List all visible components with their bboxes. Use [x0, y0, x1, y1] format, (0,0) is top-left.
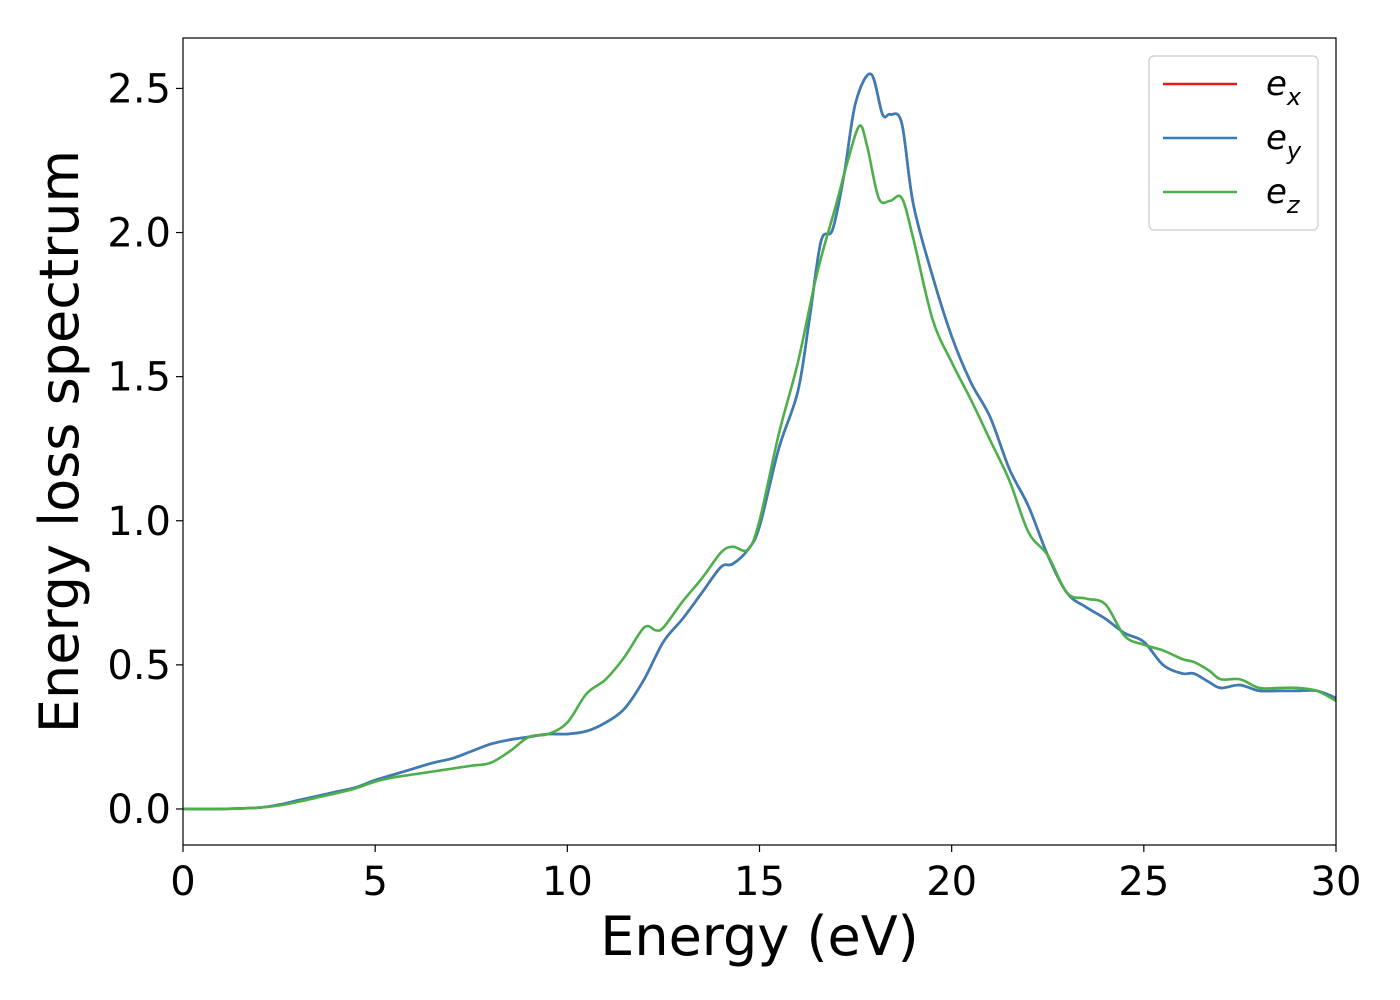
- y-tick-label: 1.5: [107, 355, 171, 401]
- x-tick-label: 5: [362, 859, 387, 905]
- y-tick-label: 2.0: [107, 211, 171, 257]
- series-layer: [183, 72, 1336, 811]
- y-tick-label: 2.5: [107, 66, 171, 112]
- x-tick-label: 15: [734, 859, 785, 905]
- x-axis: 0 5 10 15 20 25 30: [170, 845, 1361, 905]
- y-axis-label: Energy loss spectrum: [28, 150, 91, 733]
- x-axis-label: Energy (eV): [600, 905, 919, 968]
- series-line-z: [183, 124, 1336, 811]
- y-tick-label: 0.0: [107, 787, 171, 833]
- y-tick-label: 0.5: [107, 643, 171, 689]
- x-tick-label: 20: [926, 859, 977, 905]
- legend: ex ey ez: [1148, 55, 1319, 231]
- y-tick-label: 1.0: [107, 499, 171, 545]
- x-tick-label: 10: [542, 859, 593, 905]
- x-tick-label: 25: [1118, 859, 1169, 905]
- y-axis: 0.0 0.5 1.0 1.5 2.0 2.5: [107, 66, 183, 833]
- x-tick-label: 0: [170, 859, 195, 905]
- x-tick-label: 30: [1311, 859, 1362, 905]
- legend-label-z: ez: [1266, 172, 1301, 219]
- legend-label-y: ey: [1266, 118, 1302, 165]
- legend-label-x: ex: [1266, 64, 1302, 111]
- legend-box: [1148, 55, 1319, 231]
